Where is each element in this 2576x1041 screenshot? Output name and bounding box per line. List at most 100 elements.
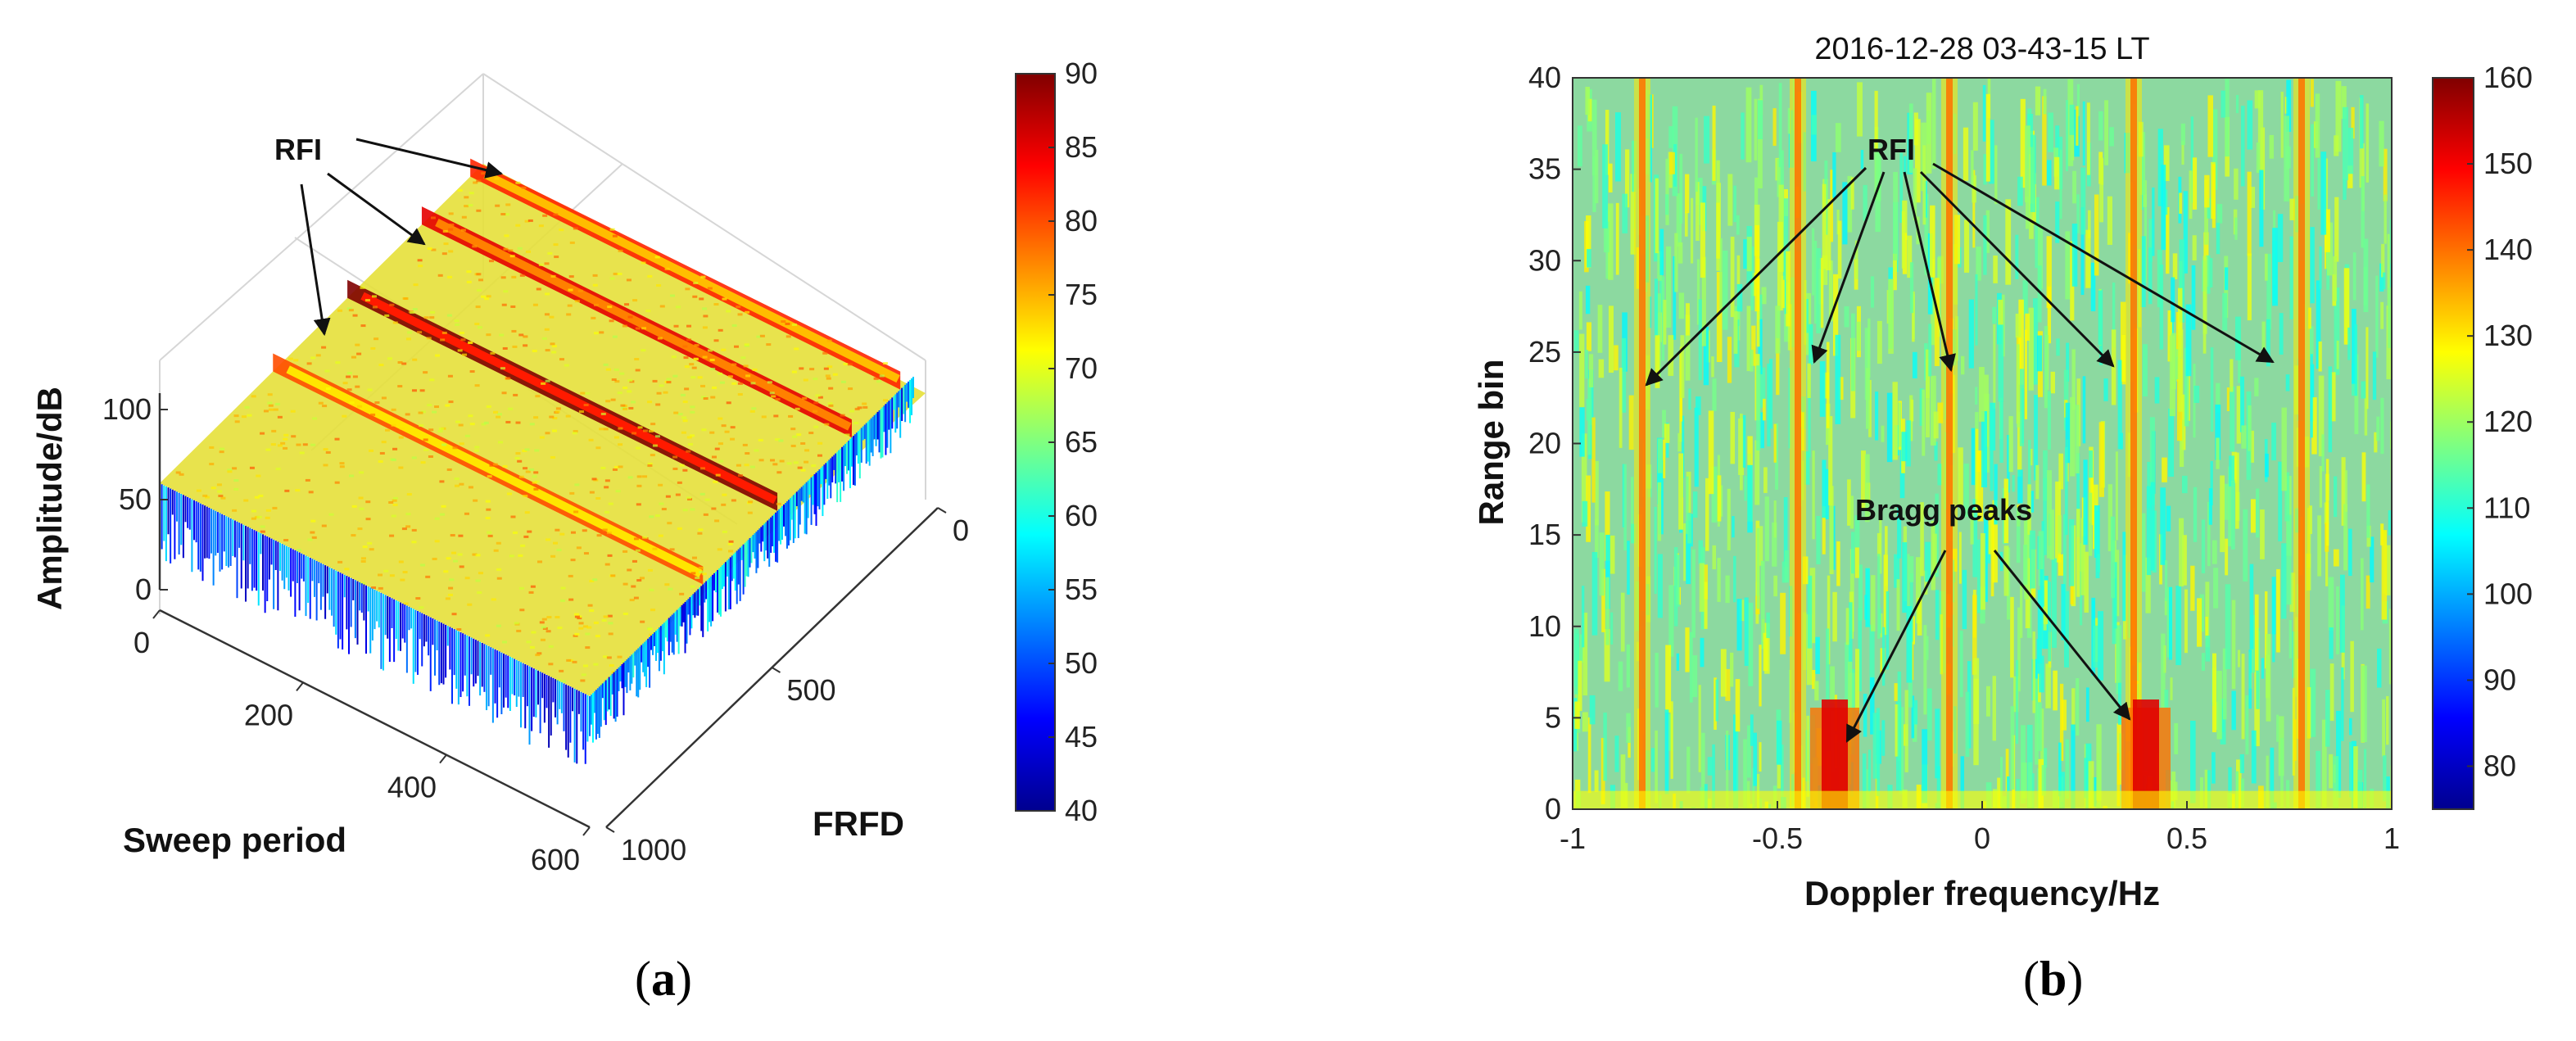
rfi-annotation-a: RFI [274,133,322,166]
surface-speckle [577,289,583,292]
heatmap-noise-streak [1847,479,1851,526]
surface-speckle [360,324,366,328]
heatmap-noise-streak [2072,170,2076,204]
surface-speckle [707,287,713,290]
heatmap-noise-streak [1690,514,1693,547]
surface-speckle [730,437,736,441]
surface-speckle [761,415,767,419]
surface-speckle [702,355,708,359]
surface-speckle [566,313,572,316]
surface-speckle [497,413,503,416]
surface-speckle [447,374,453,378]
heatmap-noise-streak [1917,597,1922,636]
surface-speckle [536,652,542,655]
rfi-line[interactable] [1795,78,1801,809]
heatmap-noise-streak [1912,351,1917,378]
surface-speckle [573,510,579,514]
surface-speckle [687,442,693,446]
heatmap-noise-streak [1899,707,1904,794]
heatmap-noise-streak [1975,274,1978,346]
surface-speckle [592,578,598,582]
panel-label-a-letter: a [651,952,676,1006]
heatmap-noise-streak [1733,185,1736,223]
heatmap-noise-streak [2284,115,2289,201]
heatmap-noise-streak [1776,720,1782,765]
heatmap-noise-streak [2148,247,2153,305]
surface-speckle [476,179,482,183]
heatmap-noise-streak [2043,608,2047,631]
surface-speckle [600,412,606,415]
surface-speckle [613,465,619,468]
heatmap-noise-streak [1877,320,1882,364]
heatmap-noise-streak [1582,712,1588,732]
heatmap-noise-streak [2043,748,2048,768]
heatmap-noise-streak [2030,491,2035,513]
surface-speckle [311,536,317,539]
surface-speckle [813,378,818,381]
surface-speckle [666,378,672,381]
heatmap-noise-streak [2071,349,2076,410]
heatmap-noise-streak [2089,450,2094,478]
surface-speckle [283,446,288,450]
heatmap-noise-streak [2109,127,2114,147]
surface-speckle [448,250,454,253]
heatmap-noise-streak [1691,807,1696,809]
heatmap-noise-streak [1992,676,1997,741]
heatmap-noise-streak [2148,219,2153,262]
heatmap-noise-streak [1746,237,1752,272]
bragg-arrow-b-2 [1993,550,2131,721]
heatmap-noise-streak [1595,460,1599,526]
colorbar-a-tick-label: 85 [1065,130,1098,164]
surface-speckle [671,355,677,359]
heatmap-noise-streak [2264,253,2268,281]
heatmap-noise-streak [1622,193,1628,233]
heatmap-noise-streak [1763,398,1766,421]
surface-speckle [450,534,455,537]
surface-speckle [572,660,577,663]
surface-speckle [474,384,480,387]
surface-speckle [681,431,686,434]
surface-speckle [277,444,283,447]
heatmap-noise-streak [2370,536,2375,583]
surface-speckle [604,563,610,566]
surface-speckle [365,500,371,504]
surface-speckle [595,496,601,500]
surface-speckle [505,377,511,380]
surface-speckle [785,322,790,325]
rfi-line[interactable] [2298,78,2305,809]
heatmap-noise-streak [2224,483,2230,520]
surface-speckle [599,331,604,334]
heatmap-noise-streak [1752,767,1755,809]
heatmap-noise-streak [1775,306,1781,354]
heatmap-noise-streak [2039,655,2044,693]
surface-speckle [690,434,695,437]
heatmap-noise-streak [2010,596,2014,678]
surface-speckle [402,571,408,574]
surface-speckle [636,503,641,506]
surface-speckle [462,353,468,356]
surface-speckle [770,459,776,462]
surface-speckle [540,638,546,641]
surface-speckle [702,326,708,329]
heatmap-noise-streak [1777,221,1783,311]
surface-speckle [459,331,464,334]
surface-speckle [372,295,378,298]
rfi-line[interactable] [1639,78,1646,809]
surface-speckle [629,599,635,602]
surface-speckle [391,514,396,518]
surface-speckle [391,423,396,427]
heatmap-noise-streak [2226,387,2230,411]
heatmap-noise-streak [2361,381,2366,399]
surface-speckle [475,579,481,582]
surface-speckle [517,247,523,250]
surface-speckle [649,633,654,636]
surface-speckle [648,430,654,433]
surface-speckle [263,410,269,413]
heatmap-noise-streak [2204,769,2208,809]
heatmap-noise-streak [1608,163,1613,192]
heatmap-noise-streak [1696,259,1700,325]
rfi-line[interactable] [2130,78,2137,809]
rfi-line[interactable] [1946,78,1953,809]
heatmap-noise-streak [1594,149,1599,204]
colorbar-b-tick-label: 100 [2483,577,2533,610]
